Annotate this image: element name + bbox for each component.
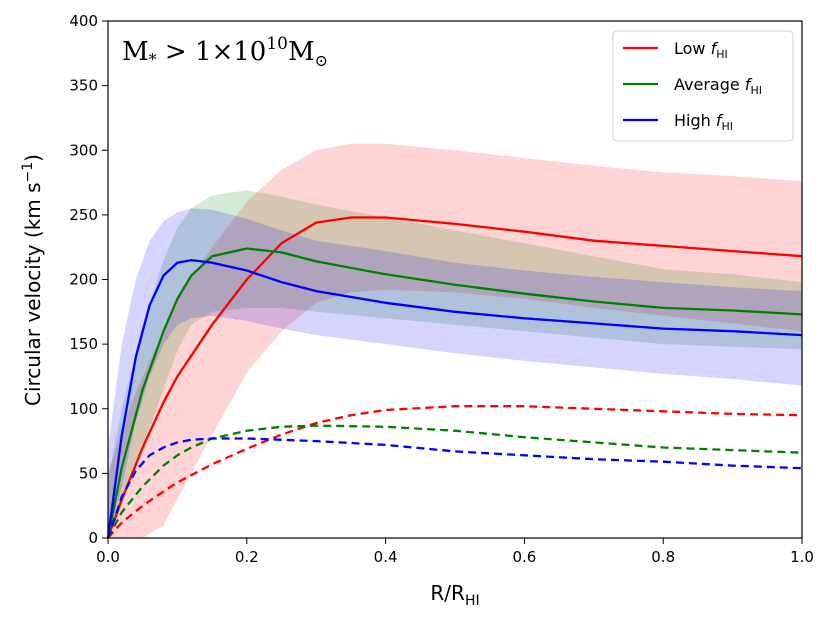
y-tick-label: 50 [79, 464, 98, 482]
y-tick-label: 400 [69, 12, 98, 30]
band-1 [108, 190, 802, 539]
x-tick-label: 0.2 [235, 548, 259, 566]
legend-label-0: Low fHI [674, 39, 728, 61]
y-tick-label: 300 [69, 141, 98, 159]
y-tick-label: 0 [88, 529, 98, 547]
legend: Low fHI Average fHI High fHI [612, 30, 794, 142]
line-dashed-0 [107, 405, 803, 539]
y-tick-label: 250 [69, 206, 98, 224]
x-tick-label: 1.0 [790, 548, 814, 566]
y-axis-ticks: 0 50 100 150 200 250 300 350 400 [69, 12, 108, 547]
y-axis-label: Circular velocity (km s−1) [20, 154, 45, 406]
confidence-bands [108, 143, 802, 539]
x-tick-label: 0.6 [512, 548, 536, 566]
line-solid-1 [106, 247, 803, 539]
x-tick-label: 0.0 [96, 548, 120, 566]
mass-annotation: M* > 1×1010M⊙ [122, 34, 328, 70]
series-lines [106, 216, 803, 539]
x-axis-label: R/RHI [430, 581, 479, 609]
y-tick-label: 350 [69, 77, 98, 95]
y-tick-label: 150 [69, 335, 98, 353]
y-tick-label: 200 [69, 271, 98, 289]
band-2 [108, 208, 802, 538]
legend-label-2: High fHI [674, 111, 733, 133]
line-solid-0 [106, 216, 803, 539]
x-axis-ticks: 0.0 0.2 0.4 0.6 0.8 1.0 [96, 538, 814, 566]
x-tick-label: 0.4 [374, 548, 398, 566]
x-tick-label: 0.8 [651, 548, 675, 566]
legend-box [612, 30, 794, 142]
legend-label-1: Average fHI [674, 75, 762, 97]
line-dashed-1 [106, 424, 803, 539]
line-dashed-2 [106, 437, 803, 539]
y-tick-label: 100 [69, 400, 98, 418]
line-solid-2 [106, 258, 803, 539]
